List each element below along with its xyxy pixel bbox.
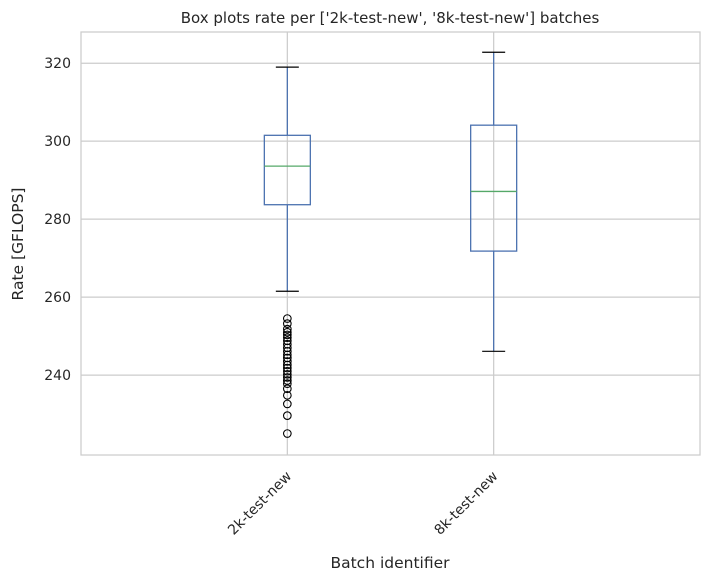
outlier-point: [282, 357, 292, 366]
outlier-point: [282, 353, 292, 363]
outlier-point: [282, 333, 292, 343]
outlier-point: [282, 363, 292, 373]
box-plots: [263, 51, 518, 438]
y-tick-labels: 240 260 280 300 320: [44, 56, 71, 384]
outlier-point: [282, 379, 292, 389]
box-2k-test-new: [263, 66, 311, 438]
outlier-point: [282, 369, 292, 379]
box-iqr: [470, 124, 518, 252]
outlier-point: [282, 339, 292, 349]
y-tick-label: 240: [44, 368, 71, 384]
outlier-point: [282, 330, 292, 340]
outlier-point: [282, 376, 292, 385]
outlier-point: [282, 384, 292, 394]
outlier-point: [282, 319, 292, 328]
y-tick-label: 280: [44, 212, 71, 228]
box-iqr: [263, 134, 311, 206]
outlier-point: [282, 391, 292, 400]
x-tick-label: 2k-test-new: [225, 469, 295, 539]
y-tick-label: 320: [44, 56, 71, 72]
x-axis-label: Batch identifier: [330, 554, 450, 572]
outlier-point: [282, 373, 292, 382]
outlier-point: [282, 350, 292, 360]
box-8k-test-new: [470, 51, 518, 352]
outlier-point: [282, 366, 292, 376]
outlier-point: [282, 411, 292, 420]
outlier-point: [282, 346, 292, 356]
chart-title: Box plots rate per ['2k-test-new', '8k-t…: [181, 9, 600, 27]
grid-lines: [81, 32, 700, 455]
outlier-point: [282, 324, 292, 334]
outlier-point: [282, 343, 292, 353]
outlier-point: [282, 336, 292, 346]
y-tick-label: 300: [44, 134, 71, 150]
outlier-point: [282, 327, 292, 337]
x-tick-labels: 2k-test-new 8k-test-new: [225, 469, 501, 539]
y-tick-label: 260: [44, 290, 71, 306]
y-axis-label: Rate [GFLOPS]: [9, 188, 27, 301]
x-tick-label: 8k-test-new: [432, 469, 502, 539]
outlier-point: [282, 360, 292, 370]
outlier-point: [282, 314, 292, 323]
outlier-point: [282, 399, 292, 409]
outlier-point: [282, 429, 292, 438]
plot-frame: [80, 31, 701, 456]
